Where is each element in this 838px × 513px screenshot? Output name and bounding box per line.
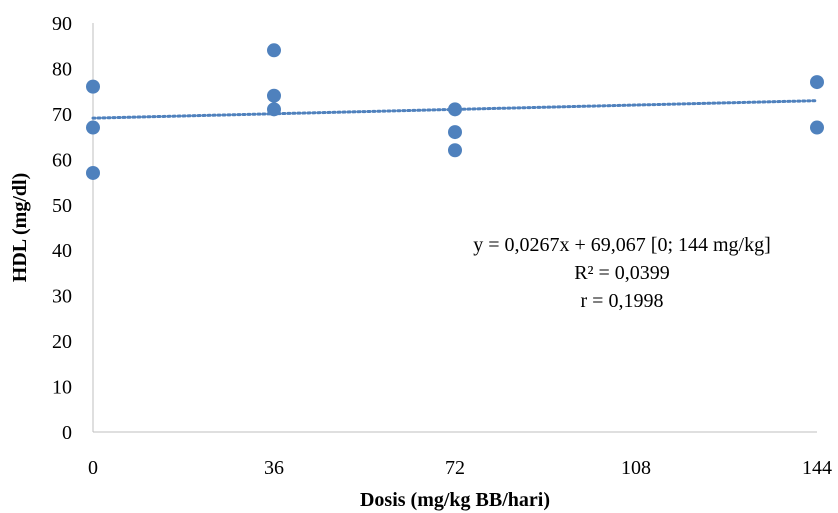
data-point bbox=[267, 43, 281, 58]
x-tick-label: 0 bbox=[88, 457, 98, 479]
data-point bbox=[810, 120, 824, 135]
data-points bbox=[86, 43, 824, 180]
y-tick-label: 40 bbox=[52, 240, 72, 262]
data-point bbox=[86, 79, 100, 94]
y-tick-label: 30 bbox=[52, 286, 72, 308]
y-tick-label: 80 bbox=[52, 58, 72, 80]
y-axis-title: HDL (mg/dl) bbox=[9, 173, 31, 282]
y-tick-label: 20 bbox=[52, 331, 72, 353]
x-tick-labels: 0 36 72 108 144 bbox=[88, 457, 832, 479]
x-tick-label: 36 bbox=[264, 457, 284, 479]
annotation-line: y = 0,0267x + 69,067 [0; 144 mg/kg] bbox=[473, 234, 771, 256]
axes bbox=[92, 23, 817, 433]
data-point bbox=[86, 165, 100, 180]
data-point bbox=[810, 75, 824, 90]
x-axis-title: Dosis (mg/kg BB/hari) bbox=[360, 489, 550, 511]
data-point bbox=[448, 143, 462, 158]
y-tick-labels: 0 10 20 30 40 50 60 70 80 90 bbox=[52, 13, 72, 444]
y-tick-label: 50 bbox=[52, 195, 72, 217]
y-tick-label: 10 bbox=[52, 377, 72, 399]
annotation-line: r = 0,1998 bbox=[581, 290, 664, 312]
y-tick-label: 0 bbox=[62, 422, 72, 444]
x-tick-label: 108 bbox=[621, 457, 651, 479]
data-point bbox=[86, 120, 100, 135]
annotation-line: R² = 0,0399 bbox=[574, 262, 670, 284]
y-tick-label: 70 bbox=[52, 104, 72, 126]
x-tick-label: 72 bbox=[445, 457, 465, 479]
y-tick-label: 90 bbox=[52, 13, 72, 35]
regression-annotation: y = 0,0267x + 69,067 [0; 144 mg/kg] R² = … bbox=[473, 234, 771, 312]
data-point bbox=[448, 125, 462, 140]
data-point bbox=[267, 88, 281, 103]
data-point bbox=[448, 102, 462, 117]
x-tick-label: 144 bbox=[802, 457, 832, 479]
y-tick-label: 60 bbox=[52, 149, 72, 171]
data-point bbox=[267, 102, 281, 117]
